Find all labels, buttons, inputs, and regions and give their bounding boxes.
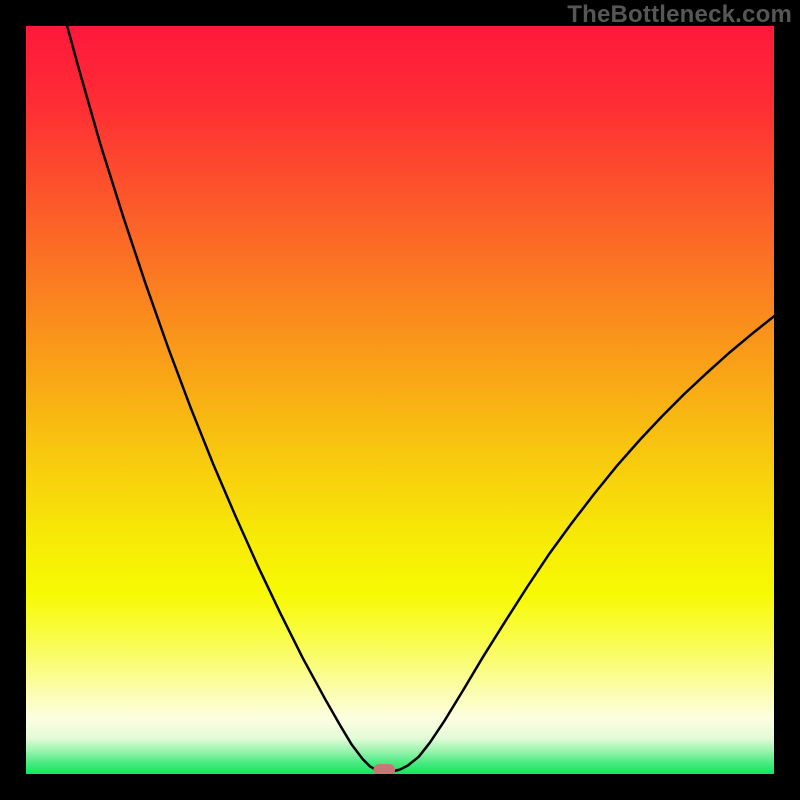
plot-background — [26, 26, 774, 774]
watermark-text: TheBottleneck.com — [567, 1, 792, 29]
plot-svg — [26, 26, 774, 774]
optimum-marker — [373, 764, 395, 774]
